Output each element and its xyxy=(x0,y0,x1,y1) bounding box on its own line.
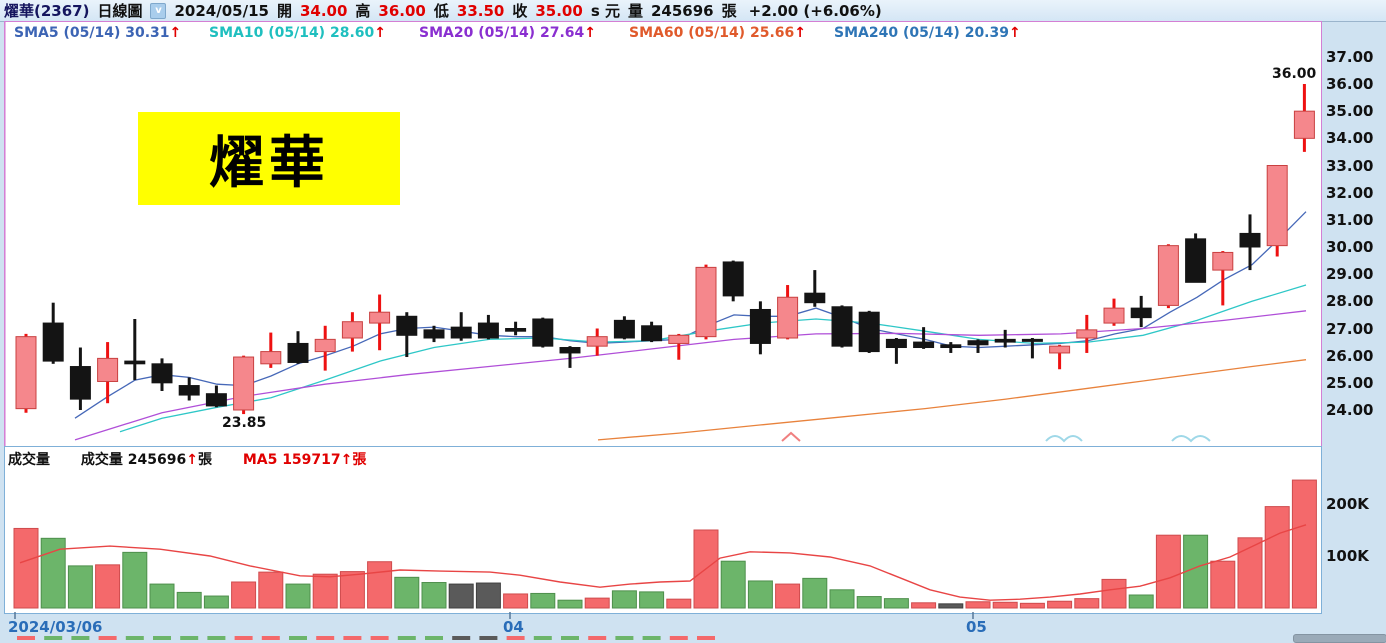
legend-item-sma240: SMA240 (05/14) 20.39↑ xyxy=(834,25,1021,41)
high-value: 36.00 xyxy=(378,1,426,20)
date-axis-label: 04 xyxy=(503,618,524,636)
close-label: 收 xyxy=(512,2,528,20)
price-pane xyxy=(4,21,1322,447)
volume-label: 量 xyxy=(627,2,643,20)
price-axis-label: 29.00 xyxy=(1326,265,1374,284)
date-axis-label: 2024/03/06 xyxy=(8,618,103,636)
legend-item-sma60: SMA60 (05/14) 25.66↑ xyxy=(629,25,806,41)
price-axis-label: 33.00 xyxy=(1326,156,1374,175)
chevron-down-icon[interactable]: v xyxy=(150,2,167,19)
price-axis-label: 34.00 xyxy=(1326,129,1374,148)
open-label: 開 xyxy=(276,2,292,20)
volume-pane-title: 成交量 xyxy=(8,452,50,468)
header-bar: 燿華(2367) 日線圖 v 2024/05/15 開 34.00 高 36.0… xyxy=(0,0,1386,22)
price-axis-label: 35.00 xyxy=(1326,102,1374,121)
volume-ma5: MA5 159717 xyxy=(242,452,341,468)
sma-legend: SMA5 (05/14) 30.31↑ SMA10 (05/14) 28.60↑ S… xyxy=(4,25,1314,43)
volume-header: 成交量 成交量 245696↑張 MA5 159717↑張 xyxy=(8,452,367,468)
change-value: +2.00 (+6.06%) xyxy=(748,1,882,20)
price-axis-label: 31.00 xyxy=(1326,210,1374,229)
date-label: 2024/05/15 xyxy=(174,1,269,20)
price-axis-label: 26.00 xyxy=(1326,346,1374,365)
volume-pane xyxy=(4,446,1322,614)
low-label: 低 xyxy=(433,2,449,20)
unit-label: s 元 xyxy=(590,2,620,20)
legend-item-sma20: SMA20 (05/14) 27.64↑ xyxy=(419,25,596,41)
up-arrow-icon: ↑ xyxy=(169,25,182,41)
price-axis-label: 25.00 xyxy=(1326,373,1374,392)
price-axis-label: 32.00 xyxy=(1326,183,1374,202)
price-axis-label: 28.00 xyxy=(1326,292,1374,311)
date-axis-label: 05 xyxy=(966,618,987,636)
up-arrow-icon: ↑ xyxy=(794,25,806,41)
high-label: 高 xyxy=(355,2,371,20)
price-axis-label: 37.00 xyxy=(1326,47,1374,66)
volume-current: 成交量 245696 xyxy=(80,452,187,468)
volume-axis-label: 200K xyxy=(1326,495,1369,513)
period-label[interactable]: 日線圖 xyxy=(97,2,143,20)
up-arrow-icon: ↑ xyxy=(374,25,386,41)
legend-item-sma10: SMA10 (05/14) 28.60↑ xyxy=(209,25,386,41)
open-value: 34.00 xyxy=(299,1,348,20)
volume-unit: 張 xyxy=(721,2,737,20)
horizontal-scrollbar-thumb[interactable] xyxy=(1293,634,1386,643)
low-value: 33.50 xyxy=(456,1,505,20)
price-axis-label: 24.00 xyxy=(1326,401,1374,419)
price-axis-label: 30.00 xyxy=(1326,238,1374,256)
up-arrow-icon: ↑ xyxy=(1008,25,1021,41)
price-axis-label: 36.00 xyxy=(1326,75,1374,93)
close-value: 35.00 xyxy=(535,1,583,20)
up-arrow-icon: ↑ xyxy=(584,25,596,41)
volume-axis-label: 100K xyxy=(1326,547,1369,565)
volume-value: 245696 xyxy=(650,1,714,20)
legend-item-sma5: SMA5 (05/14) 30.31↑ xyxy=(14,25,182,41)
stock-name-overlay: 燿華 xyxy=(138,112,400,205)
price-axis-label: 27.00 xyxy=(1326,319,1374,338)
stock-name: 燿華(2367) xyxy=(4,2,90,20)
